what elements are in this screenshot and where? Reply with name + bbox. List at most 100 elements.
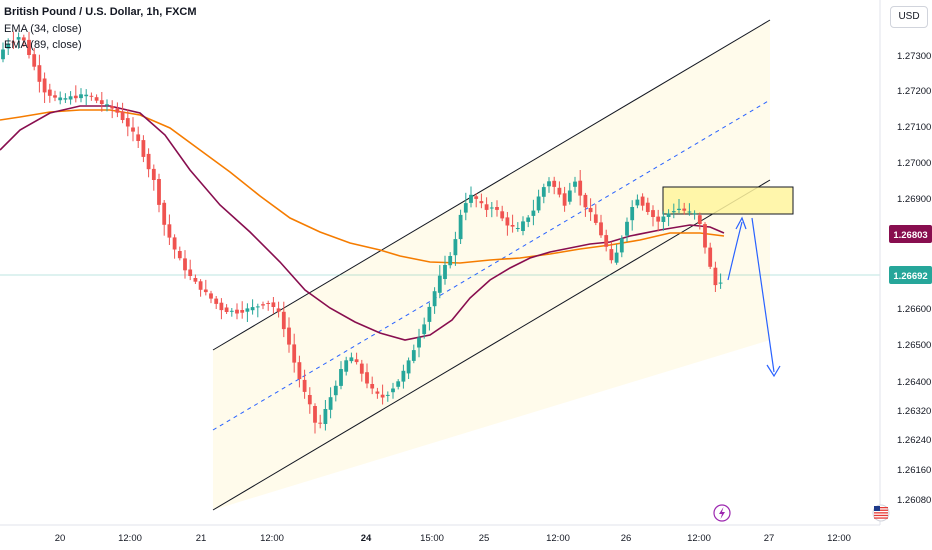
candle [177, 246, 182, 261]
price-label: 1.26803 [889, 225, 932, 243]
candle [573, 176, 577, 193]
candle [583, 192, 588, 217]
candle [333, 380, 338, 402]
y-tick-label: 1.26080 [897, 495, 931, 506]
x-tick-label: 12:00 [827, 533, 851, 544]
channel-layer [0, 19, 880, 511]
candle [6, 38, 11, 55]
candle [11, 31, 16, 49]
candle [250, 299, 255, 315]
candle [359, 359, 364, 382]
candle [167, 214, 172, 245]
candle [521, 216, 525, 236]
price-label: 1.26692 [889, 266, 932, 284]
candle [198, 279, 203, 297]
projection-down-path [751, 217, 775, 373]
projection-down-arrowhead [766, 364, 781, 378]
y-tick-label: 1.26240 [897, 435, 931, 446]
candle [515, 222, 520, 232]
candle [365, 363, 369, 389]
candle [567, 182, 572, 205]
candles [1, 31, 723, 434]
ema-fast-legend[interactable]: EMA (34, close) [4, 23, 82, 35]
ema-slow-legend[interactable]: EMA (89, close) [4, 39, 82, 51]
svg-text:1.26803: 1.26803 [893, 230, 927, 241]
x-tick-label: 12:00 [118, 533, 142, 544]
candle [318, 414, 323, 429]
symbol-title[interactable]: British Pound / U.S. Dollar, 1h, FXCM [4, 6, 197, 18]
flash-icon[interactable] [713, 504, 731, 522]
candle [557, 181, 562, 198]
candle [292, 333, 297, 373]
candle [495, 200, 499, 217]
candle [469, 186, 473, 208]
candle [510, 214, 515, 233]
candle [458, 209, 463, 244]
candle [687, 203, 692, 216]
candle [209, 290, 213, 304]
candle [37, 54, 42, 93]
candle [380, 384, 385, 405]
candle [531, 199, 536, 226]
x-tick-label: 27 [764, 533, 775, 544]
candle [302, 369, 307, 399]
y-tick-label: 1.26900 [897, 194, 931, 205]
candle [188, 259, 193, 281]
candle [640, 193, 645, 211]
candle [677, 199, 681, 213]
candle [713, 261, 718, 292]
svg-text:1.26692: 1.26692 [893, 271, 927, 282]
candle [484, 197, 489, 217]
candle [448, 252, 453, 269]
channel-lower-line [212, 179, 771, 511]
y-tick-label: 1.26600 [897, 304, 931, 315]
icon-layer [713, 504, 890, 522]
candle [105, 99, 109, 112]
candle [630, 200, 635, 231]
candle [547, 177, 551, 193]
candle [427, 302, 432, 331]
candle [562, 186, 567, 212]
candle [172, 234, 177, 259]
candle [313, 403, 317, 434]
price-axis[interactable]: 1.27300 1.27200 1.27100 1.27000 1.26900 1.266… [879, 0, 932, 525]
us-flag-icon[interactable] [872, 504, 890, 522]
candle [266, 300, 271, 311]
candle [609, 241, 614, 264]
candle [297, 355, 302, 388]
candle [219, 298, 224, 320]
candle [136, 126, 141, 148]
candle [588, 198, 593, 221]
candle [489, 202, 494, 218]
y-tick-label: 1.26500 [897, 340, 931, 351]
candle [443, 255, 447, 285]
candle [157, 173, 161, 213]
candle [240, 301, 245, 319]
candle [110, 100, 115, 119]
candle [396, 379, 401, 390]
candle [536, 189, 541, 213]
candle [287, 317, 291, 353]
candle [604, 229, 609, 252]
candle [718, 273, 723, 289]
candle [42, 72, 47, 103]
candle [417, 328, 421, 358]
candle [245, 303, 250, 322]
y-tick-label: 1.27000 [897, 158, 931, 169]
candle [703, 222, 707, 254]
time-axis[interactable]: 20 12:00 21 12:00 24 15:00 25 12:00 26 12:00 27 12:… [0, 524, 880, 544]
candle [255, 303, 260, 318]
candle [671, 203, 676, 219]
candle [271, 297, 276, 314]
candle [84, 89, 89, 106]
candle [339, 361, 343, 390]
currency-button[interactable]: USD [890, 6, 928, 28]
candle [656, 209, 661, 232]
candle [437, 265, 442, 299]
candle [625, 217, 629, 242]
candle [552, 176, 557, 195]
y-tick-label: 1.27300 [897, 51, 931, 62]
candle [63, 93, 68, 103]
candle [120, 102, 125, 124]
